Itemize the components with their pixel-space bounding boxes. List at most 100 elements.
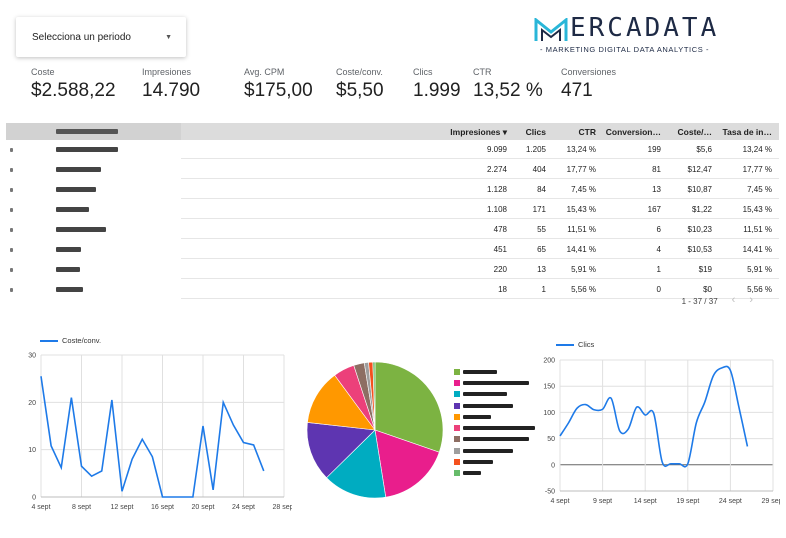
x-tick-label: 19 sept bbox=[676, 498, 699, 505]
period-select[interactable]: Selecciona un periodo ▼ bbox=[16, 17, 186, 57]
chevron-right-icon[interactable]: › bbox=[749, 294, 753, 306]
redacted-index bbox=[10, 148, 13, 152]
table-header: Impresiones ▾ Clics CTR Conversion… Cost… bbox=[6, 123, 779, 140]
cell-clics: 84 bbox=[537, 185, 546, 194]
pie-legend-item[interactable] bbox=[454, 456, 535, 467]
kpi-value: 1.999 bbox=[413, 80, 461, 101]
cell-coste-conv: $0 bbox=[703, 285, 712, 294]
table-row[interactable]: 451 65 14,41 % 4 $10,53 14,41 % bbox=[6, 240, 779, 259]
redacted-index bbox=[10, 168, 13, 172]
cell-tasa: 17,77 % bbox=[742, 165, 772, 174]
cell-tasa: 13,24 % bbox=[742, 145, 772, 154]
chart-clics: Clics -50 0 50 100 150 200 4 sept 9 sept 14 sept… bbox=[540, 338, 780, 518]
table-row[interactable]: 2.274 404 17,77 % 81 $12,47 17,77 % bbox=[6, 160, 779, 179]
cell-impresiones: 220 bbox=[493, 265, 507, 274]
redacted-index bbox=[10, 288, 13, 292]
cell-ctr: 15,43 % bbox=[566, 205, 596, 214]
redacted-label bbox=[56, 129, 118, 134]
table-row[interactable]: 1.128 84 7,45 % 13 $10,87 7,45 % bbox=[6, 180, 779, 199]
cell-conversiones: 0 bbox=[656, 285, 661, 294]
x-tick-label: 4 sept bbox=[31, 504, 50, 511]
x-tick-label: 24 sept bbox=[719, 498, 742, 505]
legend-swatch bbox=[454, 447, 460, 454]
pie-legend-item[interactable] bbox=[454, 377, 535, 388]
cell-coste-conv: $5,6 bbox=[696, 145, 712, 154]
cell-tasa: 14,41 % bbox=[742, 245, 772, 254]
kpi-label: Clics bbox=[413, 67, 433, 77]
cell-clics: 404 bbox=[532, 165, 546, 174]
y-tick-label: 150 bbox=[543, 384, 555, 391]
row-dimension-redacted bbox=[6, 220, 181, 239]
kpi-clics: Clics 1.999 bbox=[413, 67, 461, 102]
header-clics[interactable]: Clics bbox=[525, 127, 546, 137]
series-line bbox=[40, 376, 265, 498]
redacted-index bbox=[10, 228, 13, 232]
legend-swatch bbox=[454, 470, 460, 477]
mercadata-logo: ERCADATA - MARKETING DIGITAL DATA ANALYT… bbox=[534, 14, 749, 56]
header-dimension-redacted[interactable] bbox=[6, 123, 181, 140]
dropdown-arrow-icon: ▼ bbox=[165, 33, 172, 41]
kpi-value: 14.790 bbox=[142, 80, 201, 101]
header-ctr[interactable]: CTR bbox=[578, 127, 596, 137]
cell-coste-conv: $10,87 bbox=[687, 185, 712, 194]
row-dimension-redacted bbox=[6, 160, 181, 179]
pie-slice bbox=[306, 422, 376, 479]
row-dimension-redacted bbox=[6, 240, 181, 259]
header-impresiones[interactable]: Impresiones ▾ bbox=[450, 127, 507, 137]
header-tasa[interactable]: Tasa de in… bbox=[722, 127, 772, 137]
table-row[interactable]: 478 55 11,51 % 6 $10,23 11,51 % bbox=[6, 220, 779, 239]
header-coste-conv[interactable]: Coste/… bbox=[677, 127, 712, 137]
kpi-value: $175,00 bbox=[244, 80, 313, 101]
legend-label: Coste/conv. bbox=[62, 336, 102, 345]
redacted-label bbox=[56, 167, 101, 172]
pie-legend-item[interactable] bbox=[454, 411, 535, 422]
kpi-value: $2.588,22 bbox=[31, 80, 116, 101]
x-tick-label: 28 sept bbox=[273, 504, 292, 511]
pie-slice bbox=[374, 361, 444, 453]
redacted-label bbox=[463, 414, 491, 419]
x-tick-label: 9 sept bbox=[593, 498, 612, 505]
chevron-left-icon[interactable]: ‹ bbox=[731, 294, 736, 306]
pie-legend-item[interactable] bbox=[454, 400, 535, 411]
cell-coste-conv: $10,23 bbox=[687, 225, 712, 234]
cell-coste-conv: $10,53 bbox=[687, 245, 712, 254]
redacted-label bbox=[463, 403, 513, 408]
chart-coste-conv: Coste/conv. 0 10 20 30 4 sept 8 sept 12 sept 16… bbox=[20, 334, 292, 519]
kpi-label: Impresiones bbox=[142, 67, 192, 77]
y-tick-label: -50 bbox=[545, 489, 555, 496]
cell-conversiones: 81 bbox=[652, 165, 661, 174]
y-tick-label: 50 bbox=[547, 436, 555, 443]
cell-conversiones: 1 bbox=[656, 265, 661, 274]
kpi-value: 13,52 % bbox=[473, 80, 543, 101]
table-row[interactable]: 220 13 5,91 % 1 $19 5,91 % bbox=[6, 260, 779, 279]
pie-legend-item[interactable] bbox=[454, 445, 535, 456]
redacted-label bbox=[56, 287, 83, 292]
table-row[interactable]: 1.108 171 15,43 % 167 $1,22 15,43 % bbox=[6, 200, 779, 219]
cell-tasa: 7,45 % bbox=[747, 185, 772, 194]
x-tick-label: 14 sept bbox=[634, 498, 657, 505]
pie-legend-item[interactable] bbox=[454, 366, 535, 377]
legend-label: Clics bbox=[578, 340, 595, 349]
cell-tasa: 15,43 % bbox=[742, 205, 772, 214]
header-conversiones[interactable]: Conversion… bbox=[605, 127, 661, 137]
pie-legend-item[interactable] bbox=[454, 434, 535, 445]
cell-impresiones: 9.099 bbox=[486, 145, 507, 154]
redacted-label bbox=[463, 460, 493, 465]
cell-coste-conv: $1,22 bbox=[691, 205, 712, 214]
cell-clics: 13 bbox=[537, 265, 546, 274]
table-row[interactable]: 9.099 1.205 13,24 % 199 $5,6 13,24 % bbox=[6, 140, 779, 159]
legend-swatch bbox=[454, 425, 460, 432]
pie-legend-item[interactable] bbox=[454, 468, 535, 479]
cell-ctr: 11,51 % bbox=[567, 225, 596, 234]
redacted-label bbox=[56, 267, 80, 272]
pie-legend-item[interactable] bbox=[454, 389, 535, 400]
kpi-value: $5,50 bbox=[336, 80, 384, 101]
cell-ctr: 13,24 % bbox=[566, 145, 596, 154]
kpi-label: Coste bbox=[31, 67, 55, 77]
table-row[interactable]: 18 1 5,56 % 0 $0 5,56 % bbox=[6, 280, 779, 299]
pie-slice bbox=[374, 429, 440, 498]
cell-conversiones: 167 bbox=[647, 205, 661, 214]
redacted-label bbox=[56, 207, 89, 212]
pie-legend-item[interactable] bbox=[454, 422, 535, 433]
redacted-label bbox=[463, 437, 529, 442]
